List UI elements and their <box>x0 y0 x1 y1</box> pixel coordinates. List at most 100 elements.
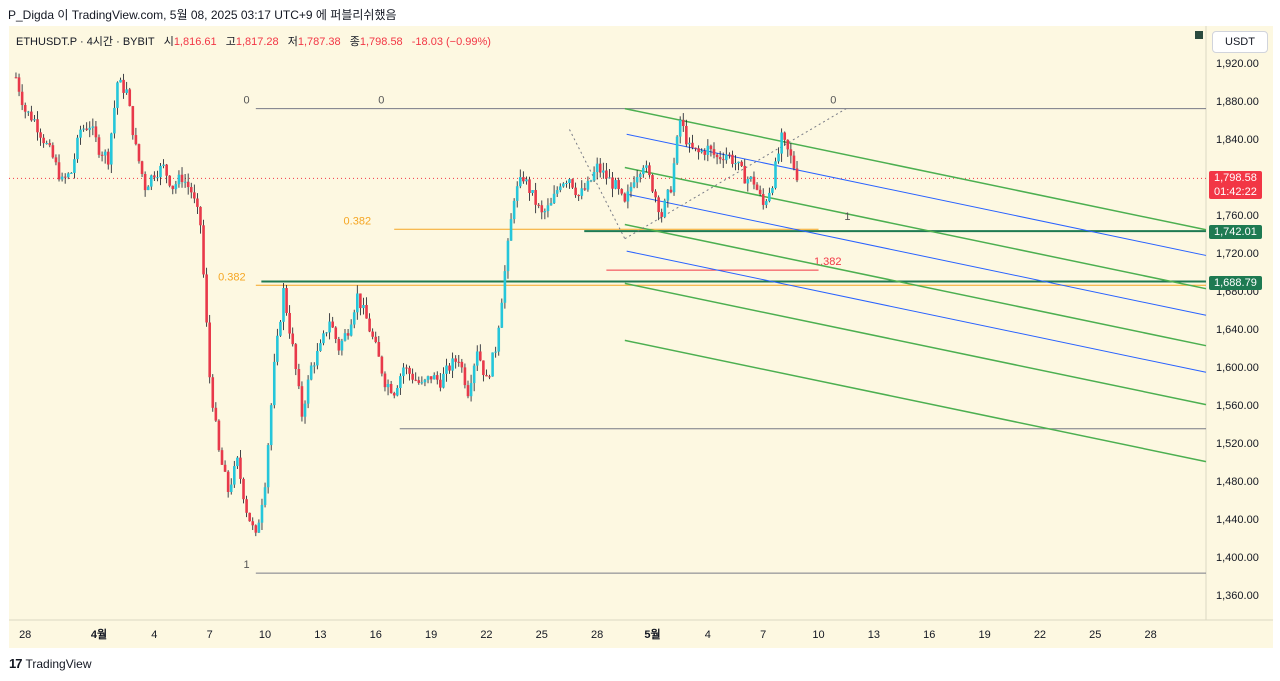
level-label: 0 <box>830 95 836 107</box>
candle-body <box>119 79 122 83</box>
candle-body <box>645 165 648 168</box>
candle-body <box>402 367 405 377</box>
candle-body <box>386 383 390 388</box>
candle-body <box>482 360 485 376</box>
chart-frame[interactable]: 0 0 0 1 0.382 0.382 1.382 1 1,920.00 1,880.00 1,8… <box>9 26 1273 648</box>
candle-body <box>423 379 427 383</box>
candle-body <box>675 136 679 164</box>
candle-body <box>463 367 467 386</box>
candle-body <box>359 293 362 309</box>
x-tick-label: 5월 <box>644 627 660 641</box>
candle-body <box>257 522 261 533</box>
candle-body <box>365 305 368 319</box>
brand-label: TradingView <box>25 656 92 671</box>
candle-body <box>568 179 571 184</box>
candle-body <box>602 170 605 173</box>
candle-body <box>229 484 233 492</box>
candle-body <box>666 189 670 201</box>
candle-body <box>128 89 132 107</box>
candle-body <box>460 361 464 368</box>
candle-body <box>626 191 630 202</box>
candle-body <box>543 211 547 213</box>
candle-body <box>518 177 522 187</box>
candle-body <box>405 367 408 369</box>
candle-body <box>63 176 67 178</box>
candle-body <box>712 149 716 155</box>
candle-body <box>632 182 636 187</box>
candle-body <box>718 157 722 160</box>
candle-body <box>217 420 221 451</box>
candle-body <box>168 175 172 186</box>
tradingview-brand[interactable]: 17 TradingView <box>9 656 92 671</box>
x-tick-label: 13 <box>314 629 326 641</box>
candle-body <box>48 143 52 146</box>
candle-body <box>694 147 697 149</box>
candle-body <box>648 165 651 176</box>
low-label: 저 <box>287 36 298 48</box>
candle-body <box>45 143 49 145</box>
candle-body <box>777 153 780 162</box>
candle-body <box>103 151 107 156</box>
candle-body <box>288 312 291 334</box>
x-tick-label: 10 <box>259 629 271 641</box>
level-label: 0 <box>244 95 250 107</box>
candle-body <box>783 132 787 140</box>
candle-body <box>411 373 414 380</box>
candle-body <box>728 154 731 156</box>
candle-body <box>795 168 799 181</box>
level-label: 0 <box>378 95 384 107</box>
candle-body <box>97 137 101 155</box>
candle-body <box>352 312 356 325</box>
candle-body <box>614 180 617 189</box>
level-label: 1 <box>244 559 250 571</box>
candle-body <box>368 318 371 332</box>
plot-background <box>9 26 1206 620</box>
candle-body <box>691 142 694 148</box>
candle-body <box>657 197 660 213</box>
candle-body <box>703 150 707 155</box>
candle-body <box>156 177 159 179</box>
candle-body <box>445 365 448 374</box>
candle-body <box>417 380 421 383</box>
high-label: 고 <box>225 36 236 48</box>
candle-body <box>380 356 384 374</box>
candle-body <box>208 322 211 378</box>
candle-body <box>439 379 442 388</box>
candle-body <box>343 333 347 341</box>
candle-body <box>623 193 627 202</box>
candle-body <box>706 145 710 155</box>
candle-body <box>734 163 737 165</box>
candle-body <box>325 332 328 334</box>
candle-body <box>432 375 436 380</box>
candles-layer <box>14 72 799 537</box>
candle-body <box>420 382 424 384</box>
currency-button[interactable]: USDT <box>1212 31 1268 53</box>
x-tick-label: 4 <box>705 629 711 641</box>
candle-body <box>346 333 350 336</box>
candle-body <box>752 176 756 185</box>
candle-body <box>638 174 642 178</box>
candle-body <box>500 302 504 328</box>
symbol-legend: ETHUSDT.P · 4시간 · BYBIT 시1,816.61 고1,817… <box>16 33 491 49</box>
candle-body <box>254 525 258 533</box>
candle-body <box>577 195 580 197</box>
candle-body <box>66 173 70 178</box>
candle-body <box>202 225 205 275</box>
candle-body <box>580 188 584 196</box>
candle-body <box>276 335 279 362</box>
candle-body <box>620 189 624 194</box>
candle-body <box>771 188 774 193</box>
candle-body <box>555 190 559 194</box>
candle-body <box>592 172 596 181</box>
y-tick-label: 1,720.00 <box>1216 248 1259 260</box>
price-tag-value: 1,798.58 <box>1214 172 1257 185</box>
candle-body <box>94 126 98 138</box>
candle-body <box>552 193 556 204</box>
candle-body <box>746 178 750 184</box>
low-value: 1,787.38 <box>297 36 341 48</box>
x-tick-label: 10 <box>812 629 824 641</box>
x-tick-label: 25 <box>536 629 548 641</box>
y-tick-label: 1,400.00 <box>1216 552 1259 564</box>
candle-body <box>180 174 184 183</box>
